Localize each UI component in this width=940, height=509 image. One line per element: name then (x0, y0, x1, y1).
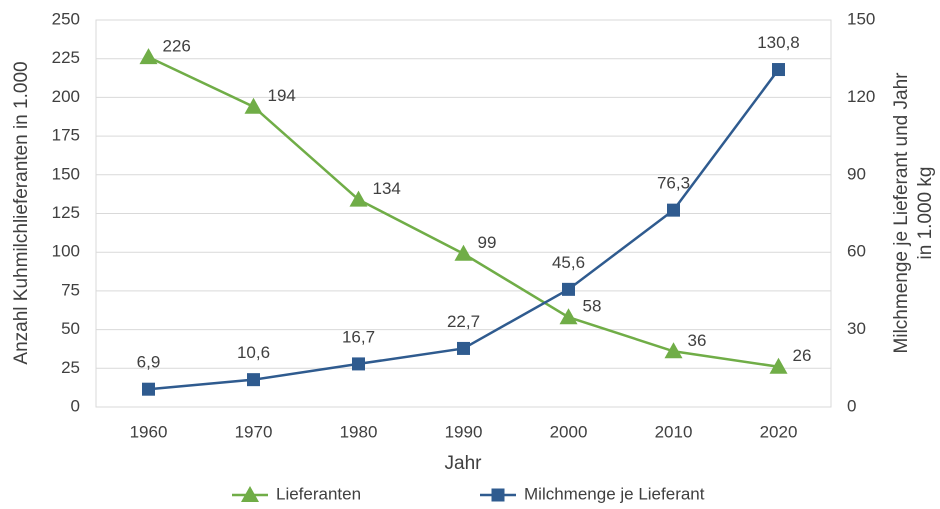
point (244, 97, 263, 114)
y-tick-label: 125 (52, 203, 80, 222)
y2-tick-label: 90 (847, 164, 866, 183)
data-label: 6,9 (137, 353, 161, 372)
y-tick-label: 0 (71, 396, 80, 415)
data-label: 134 (373, 179, 401, 198)
y2-axis-title: Milchmenge je Lieferant und Jahr (891, 72, 912, 354)
point (349, 190, 368, 207)
x-tick-label: 2020 (760, 422, 798, 441)
data-label: 58 (583, 297, 602, 316)
x-tick-label: 1970 (235, 422, 273, 441)
point (454, 244, 473, 261)
x-tick-label: 1980 (340, 422, 378, 441)
y2-tick-label: 30 (847, 319, 866, 338)
point (247, 373, 260, 387)
data-label: 226 (163, 37, 191, 56)
y-tick-label: 150 (52, 164, 80, 183)
y-tick-label: 250 (52, 9, 80, 28)
y-tick-label: 175 (52, 126, 80, 145)
y-tick-label: 50 (61, 319, 80, 338)
data-label: 76,3 (657, 174, 690, 193)
x-tick-label: 2000 (550, 422, 588, 441)
point (772, 63, 785, 77)
series-line (148, 68, 780, 391)
data-label: 16,7 (342, 327, 375, 346)
y2-tick-label: 120 (847, 87, 875, 106)
legend-marker (241, 486, 259, 502)
point (667, 203, 680, 217)
point (352, 357, 365, 371)
data-label: 22,7 (447, 312, 480, 331)
y2-tick-label: 150 (847, 9, 875, 28)
data-label: 130,8 (757, 33, 800, 52)
point (664, 342, 683, 359)
x-axis-title: Jahr (445, 453, 483, 474)
plot-border (95, 19, 832, 408)
point (769, 357, 788, 374)
data-label: 194 (268, 86, 296, 105)
legend-label: Lieferanten (276, 484, 361, 503)
y-tick-label: 25 (61, 358, 80, 377)
legend-marker (491, 488, 505, 502)
y-tick-label: 225 (52, 48, 80, 67)
point (562, 282, 575, 296)
point (142, 382, 155, 396)
y2-tick-label: 60 (847, 242, 866, 261)
data-label: 45,6 (552, 253, 585, 272)
x-tick-label: 2010 (655, 422, 693, 441)
data-label: 99 (478, 233, 497, 252)
y2-axis-title: in 1.000 kg (915, 167, 936, 260)
data-label: 36 (688, 331, 707, 350)
y-axis-title: Anzahl Kuhmilchlieferanten in 1.000 (11, 61, 32, 364)
point (139, 48, 158, 65)
y-tick-label: 200 (52, 87, 80, 106)
point (559, 308, 578, 325)
legend-label: Milchmenge je Lieferant (524, 484, 705, 503)
y2-tick-label: 0 (847, 396, 856, 415)
y-tick-label: 75 (61, 280, 80, 299)
y-tick-label: 100 (52, 242, 80, 261)
x-tick-label: 1960 (130, 422, 168, 441)
point (457, 341, 470, 355)
data-label: 10,6 (237, 343, 270, 362)
x-tick-label: 1990 (445, 422, 483, 441)
data-label: 26 (793, 346, 812, 365)
